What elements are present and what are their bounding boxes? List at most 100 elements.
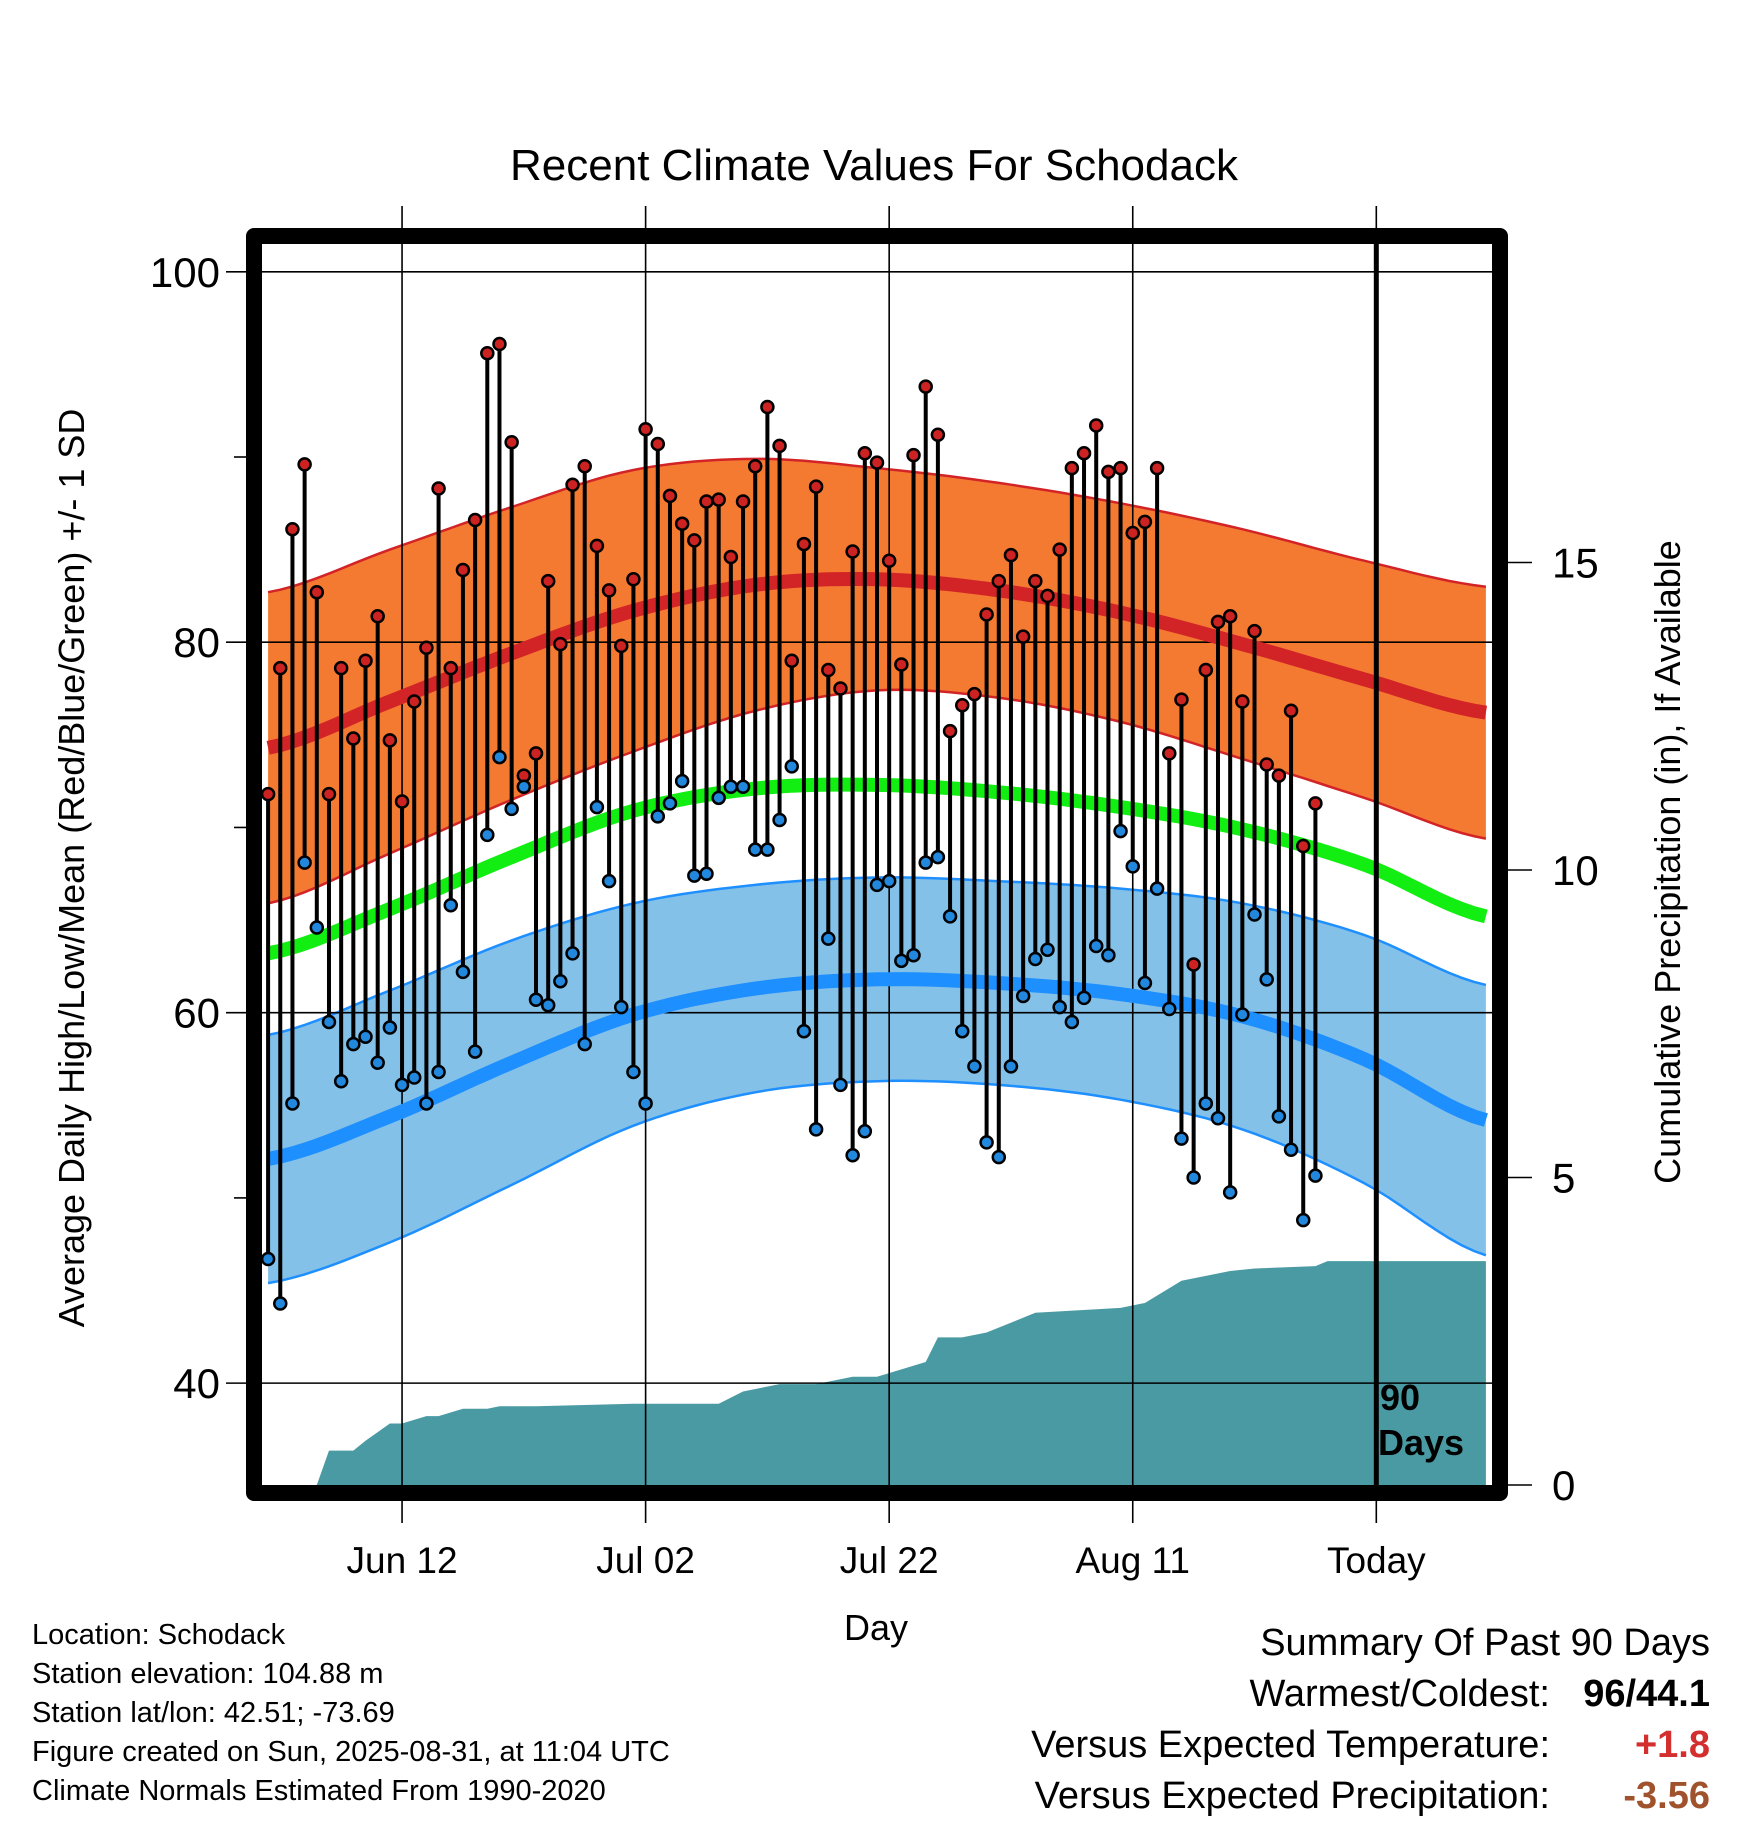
- low-point: [1113, 823, 1128, 839]
- low-point: [894, 953, 909, 969]
- low-point: [1235, 1007, 1250, 1022]
- x-tick-label: Today: [1327, 1540, 1426, 1581]
- low-point: [260, 1251, 276, 1267]
- axis-ticks: 40 60 80 100 Jun 12 Jul 02 Jul 22 Aug 11 Today 0 5…: [150, 206, 1599, 1581]
- daily-observations: [260, 242, 1379, 1485]
- high-point: [1186, 957, 1201, 972]
- created-text: Figure created on Sun, 2025-08-31, at 11…: [32, 1736, 670, 1768]
- high-point: [346, 731, 361, 746]
- low-point: [857, 1123, 873, 1139]
- low-point: [614, 999, 629, 1015]
- high-point: [894, 657, 909, 672]
- low-point: [480, 827, 495, 843]
- precip-cumulative-area: [268, 1261, 1486, 1485]
- normals-text: Climate Normals Estimated From 1990-2020: [32, 1775, 606, 1807]
- summary-temp: Versus Expected Temperature: +1.8: [1031, 1720, 1710, 1771]
- high-point: [382, 733, 398, 748]
- precip-label: Versus Expected Precipitation:: [1034, 1775, 1550, 1817]
- low-point: [918, 855, 933, 870]
- low-point: [711, 790, 726, 806]
- low-point: [601, 873, 617, 889]
- precip-value: -3.56: [1623, 1775, 1710, 1817]
- high-point: [492, 336, 507, 352]
- high-point: [614, 638, 629, 654]
- low-point: [979, 1135, 994, 1150]
- low-point: [346, 1036, 361, 1052]
- low-point: [772, 812, 787, 828]
- low-point: [1040, 942, 1055, 957]
- high-point: [906, 447, 921, 463]
- low-point: [285, 1096, 300, 1111]
- high-point: [285, 521, 300, 537]
- high-point: [443, 660, 459, 676]
- high-point: [979, 607, 994, 622]
- y2-axis-label: Cumulative Precipitation (in), If Availa…: [1647, 540, 1688, 1184]
- high-point: [869, 455, 885, 470]
- high-point: [699, 494, 714, 509]
- chart-title: Recent Climate Values For Schodack: [510, 141, 1239, 190]
- y2-tick-label: 15: [1552, 540, 1599, 587]
- high-point: [1247, 623, 1262, 639]
- temp-value: +1.8: [1634, 1724, 1710, 1766]
- high-point: [321, 786, 337, 802]
- low-point: [796, 1023, 812, 1039]
- low-point: [1149, 881, 1165, 896]
- low-point: [1210, 1111, 1226, 1126]
- high-point: [309, 584, 325, 600]
- low-point: [1247, 907, 1262, 922]
- low-point: [540, 998, 556, 1013]
- high-point: [662, 488, 678, 504]
- low-point: [1064, 1014, 1080, 1030]
- low-point: [1015, 988, 1031, 1004]
- latlon-text: Station lat/lon: 42.51; -73.69: [32, 1697, 395, 1729]
- low-point: [1308, 1168, 1323, 1183]
- high-point: [1137, 514, 1153, 530]
- high-point: [406, 694, 422, 709]
- high-point: [650, 436, 666, 452]
- temp-label: Versus Expected Temperature:: [1031, 1724, 1550, 1766]
- high-point: [1174, 692, 1189, 707]
- low-point: [954, 1023, 970, 1039]
- low-point: [967, 1059, 982, 1074]
- low-point: [577, 1036, 592, 1052]
- high-point: [480, 346, 495, 361]
- high-point: [1028, 573, 1043, 589]
- y-tick-label: 80: [173, 619, 220, 666]
- low-point: [747, 842, 763, 857]
- low-point: [394, 1077, 410, 1093]
- high-point: [1113, 460, 1128, 476]
- high-point: [394, 794, 410, 809]
- high-point: [1149, 460, 1165, 476]
- low-point: [370, 1055, 385, 1070]
- high-point: [638, 421, 653, 437]
- high-point: [1040, 588, 1055, 604]
- high-point: [857, 446, 873, 461]
- summary-warm-cold: Warmest/Coldest: 96/44.1: [1031, 1669, 1710, 1720]
- high-point: [297, 457, 312, 472]
- low-point: [845, 1148, 860, 1163]
- high-point: [760, 399, 775, 415]
- high-point: [1259, 757, 1274, 772]
- low-point: [1028, 951, 1043, 967]
- high-point: [1088, 418, 1104, 433]
- high-point: [954, 697, 970, 713]
- low-point: [1003, 1059, 1019, 1074]
- low-point: [1222, 1185, 1238, 1200]
- x-tick-label: Jul 22: [840, 1540, 939, 1581]
- low-point: [930, 849, 946, 865]
- high-point: [370, 609, 385, 624]
- low-point: [1271, 1109, 1287, 1124]
- plot-border: [246, 228, 1508, 1501]
- low-point: [443, 897, 459, 913]
- low-point: [650, 809, 666, 824]
- high-point: [772, 438, 787, 454]
- low-point: [516, 779, 532, 794]
- today-label-line2: Days: [1378, 1422, 1464, 1463]
- high-point: [930, 427, 946, 443]
- high-point: [967, 686, 982, 702]
- low-point: [321, 1014, 337, 1030]
- x-axis-label: Day: [844, 1607, 908, 1648]
- low-point: [589, 799, 605, 815]
- low-point: [431, 1064, 446, 1080]
- high-point: [796, 536, 812, 552]
